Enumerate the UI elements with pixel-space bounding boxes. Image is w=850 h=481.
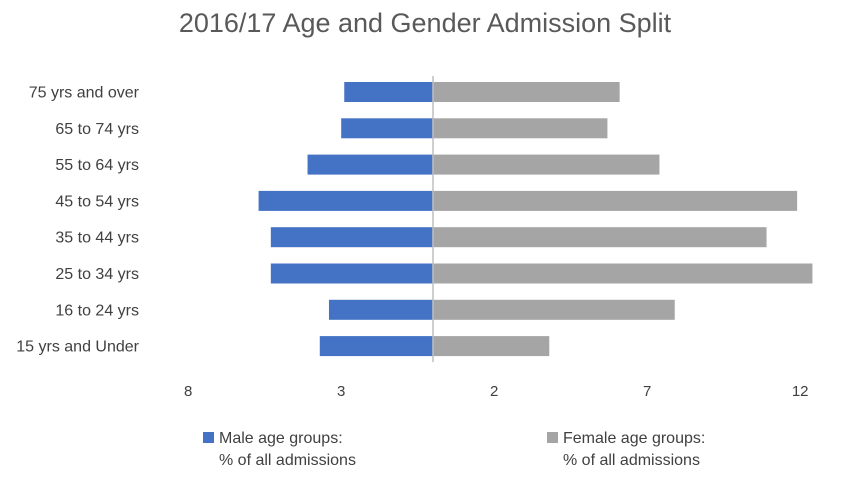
legend-male-line1: Male age groups:	[219, 430, 343, 447]
bar-male	[319, 336, 433, 357]
x-tick-label: 12	[792, 383, 809, 400]
bar-male	[270, 227, 433, 248]
legend-female-line1: Female age groups:	[563, 430, 706, 447]
legend-female: Female age groups: % of all admissions	[547, 428, 705, 472]
legend-female-line2: % of all admissions	[563, 452, 700, 469]
category-label: 55 to 64 yrs	[55, 157, 139, 174]
bar-female	[433, 336, 550, 357]
x-tick-label: 3	[337, 383, 345, 400]
bar-female	[433, 118, 608, 139]
bar-male	[344, 82, 433, 102]
bar-male	[258, 190, 433, 211]
legend-male: Male age groups: % of all admissions	[203, 428, 356, 472]
category-label: 16 to 24 yrs	[55, 302, 139, 319]
bar-male	[328, 299, 433, 320]
bar-male	[341, 118, 433, 139]
category-label: 65 to 74 yrs	[55, 121, 139, 138]
bar-female	[433, 263, 813, 284]
category-label: 15 yrs and Under	[16, 339, 139, 356]
x-tick-label: 8	[184, 383, 192, 400]
legend-female-swatch	[547, 432, 558, 443]
category-label: 25 to 34 yrs	[55, 266, 139, 283]
legend-male-line2: % of all admissions	[219, 452, 356, 469]
x-tick-label: 7	[643, 383, 651, 400]
bar-female	[433, 227, 767, 248]
bar-female	[433, 82, 620, 102]
category-label: 45 to 54 yrs	[55, 193, 139, 210]
bar-male	[307, 154, 433, 175]
x-tick-label: 2	[490, 383, 498, 400]
bar-female	[433, 299, 675, 320]
bar-male	[270, 263, 433, 284]
category-label: 75 yrs and over	[29, 85, 140, 102]
legend-male-swatch	[203, 432, 214, 443]
bar-female	[433, 154, 660, 175]
chart-title: 2016/17 Age and Gender Admission Split	[178, 8, 672, 38]
bar-female	[433, 190, 798, 211]
category-label: 35 to 44 yrs	[55, 230, 139, 247]
